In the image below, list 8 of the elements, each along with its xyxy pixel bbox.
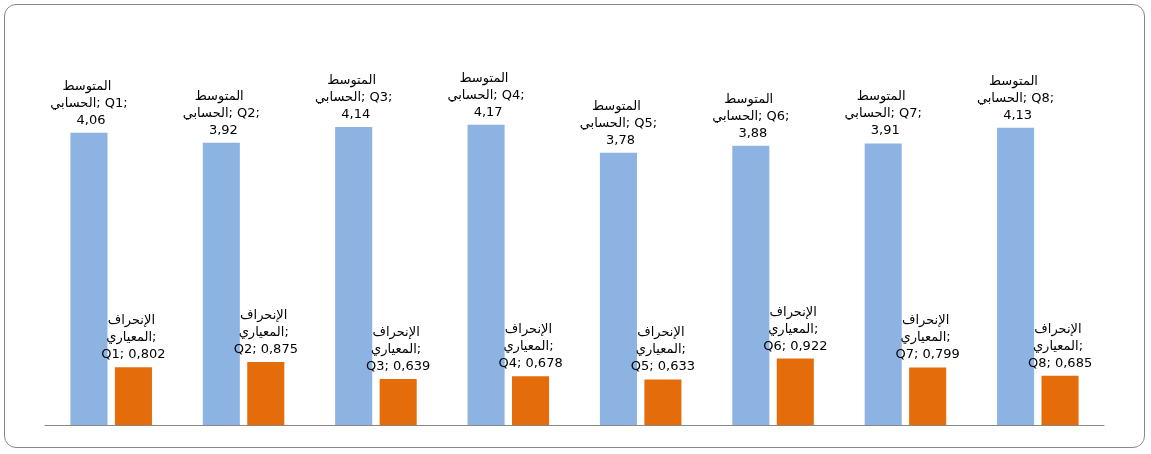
bar xyxy=(909,367,947,425)
bar xyxy=(114,367,152,425)
bar xyxy=(379,378,417,425)
bar xyxy=(776,358,814,425)
bar xyxy=(644,379,682,425)
bar xyxy=(1041,375,1079,425)
bar xyxy=(512,376,550,425)
bar xyxy=(247,362,285,425)
